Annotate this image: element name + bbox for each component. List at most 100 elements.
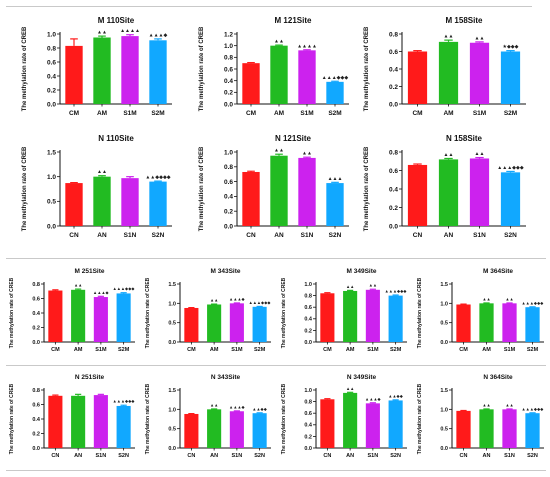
- y-tick-label: 0.4: [389, 186, 398, 193]
- bar: [93, 37, 111, 104]
- bar: [252, 306, 267, 342]
- chart-title: N 110Site: [98, 134, 134, 143]
- x-tick-label: S1M: [231, 347, 243, 353]
- significance-marker: ▲▲: [475, 35, 485, 41]
- significance-marker: ▲▲▲◆◆◆: [113, 286, 136, 291]
- y-tick-label: 0.0: [32, 446, 40, 452]
- bar-chart: N 121Site The methylation rate of CREB 0.0…: [199, 134, 349, 239]
- y-tick-label: 0.2: [32, 325, 40, 331]
- bar: [479, 303, 494, 342]
- y-tick-label: 0.6: [32, 296, 40, 302]
- x-tick-label: CN: [460, 453, 468, 459]
- x-tick-label: AM: [74, 347, 83, 353]
- bar: [438, 159, 459, 226]
- y-tick-label: 0.0: [168, 340, 176, 346]
- y-tick-label: 0.8: [32, 282, 40, 288]
- y-tick-label: 0.8: [224, 164, 233, 171]
- chart-title: N 349Site: [347, 374, 377, 381]
- bar: [343, 392, 358, 448]
- y-tick-label: 1.0: [304, 282, 312, 288]
- bar: [479, 409, 494, 448]
- bar-chart: M 349Site The methylation rate of CREB 0.0…: [281, 268, 407, 353]
- x-tick-label: S2M: [390, 347, 402, 353]
- bar: [71, 395, 86, 448]
- bar-chart: M 343Site The methylation rate of CREB 0.0…: [145, 268, 271, 353]
- x-tick-label: S1N: [368, 453, 379, 459]
- bar: [121, 178, 139, 226]
- bar: [252, 413, 267, 448]
- bar-chart: M 158Site The methylation rate of CREB 0.0…: [364, 16, 526, 117]
- bar: [116, 293, 131, 342]
- y-tick-label: 1.0: [224, 43, 233, 50]
- chart-title: N 251Site: [75, 374, 105, 381]
- significance-marker: ▲▲◆◆◆◆: [145, 175, 170, 181]
- chart-title: N 343Site: [211, 374, 241, 381]
- y-tick-label: 1.0: [168, 407, 176, 413]
- x-tick-label: AN: [210, 453, 218, 459]
- significance-marker: ▲▲: [74, 283, 82, 288]
- bar: [343, 290, 358, 342]
- y-tick-label: 0.5: [47, 199, 56, 206]
- bar: [525, 307, 540, 342]
- y-tick-label: 0.8: [389, 149, 398, 156]
- x-tick-label: CN: [246, 232, 256, 239]
- y-tick-label: 1.5: [440, 282, 448, 288]
- x-tick-label: S1N: [504, 453, 515, 459]
- significance-marker: ▲▲◆◆: [388, 393, 404, 398]
- y-tick-label: 0.4: [304, 317, 313, 323]
- chart-title: N 158Site: [446, 134, 483, 143]
- bar: [93, 395, 108, 448]
- bar: [326, 183, 344, 226]
- x-tick-label: S2M: [151, 110, 164, 117]
- y-axis-label: The methylation rate of CREB: [145, 383, 151, 454]
- y-tick-label: 0.2: [304, 328, 312, 334]
- x-tick-label: CN: [51, 453, 59, 459]
- significance-marker: ▲▲: [475, 151, 485, 157]
- significance-marker: ▲▲▲◆: [93, 290, 109, 295]
- bar: [93, 176, 111, 226]
- x-tick-label: S1M: [504, 347, 516, 353]
- chart-title: M 343Site: [211, 268, 241, 275]
- divider-line: [6, 6, 532, 7]
- significance-marker: ▲▲▲◆◆◆: [322, 75, 349, 81]
- bar: [149, 40, 167, 104]
- bar: [229, 303, 244, 342]
- x-tick-label: S2M: [527, 347, 539, 353]
- y-tick-label: 0.0: [389, 101, 398, 108]
- y-axis-label: The methylation rate of CREB: [145, 277, 151, 348]
- y-tick-label: 1.0: [168, 301, 176, 307]
- x-tick-label: S1M: [95, 347, 107, 353]
- y-tick-label: 0.4: [224, 78, 233, 85]
- y-tick-label: 0.2: [32, 431, 40, 437]
- x-tick-label: CM: [459, 347, 468, 353]
- x-tick-label: CM: [323, 347, 332, 353]
- y-tick-label: 0.0: [224, 101, 233, 108]
- x-tick-label: AM: [482, 347, 491, 353]
- y-tick-label: 0.2: [389, 84, 398, 91]
- chart-title: M 110Site: [98, 16, 135, 25]
- significance-marker: ▲▲▲◆: [149, 32, 168, 38]
- y-axis-label: The methylation rate of CREB: [281, 383, 287, 454]
- y-tick-label: 0.4: [389, 66, 398, 73]
- y-tick-label: 0.4: [47, 73, 56, 80]
- bar: [320, 293, 335, 342]
- divider-line: [6, 365, 546, 366]
- bar: [525, 413, 540, 448]
- x-tick-label: AN: [444, 232, 454, 239]
- x-tick-label: AM: [210, 347, 219, 353]
- bar: [65, 45, 83, 104]
- bar: [388, 400, 403, 448]
- x-tick-label: S2N: [329, 232, 342, 239]
- x-tick-label: CM: [51, 347, 60, 353]
- bar: [207, 304, 222, 342]
- bar-chart: M 121Site The methylation rate of CREB 0.0…: [199, 16, 349, 117]
- y-tick-label: 1.0: [47, 31, 56, 38]
- y-tick-label: 0.0: [304, 340, 312, 346]
- significance-marker: ▲▲▲◆◆◆: [113, 399, 136, 404]
- bar: [320, 399, 335, 448]
- x-tick-label: S2M: [254, 347, 266, 353]
- y-tick-label: 1.5: [440, 388, 448, 394]
- bar: [116, 405, 131, 448]
- y-tick-label: 0.6: [304, 305, 312, 311]
